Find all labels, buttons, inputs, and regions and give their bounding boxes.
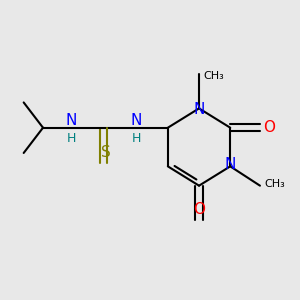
- Text: S: S: [100, 146, 110, 160]
- Text: O: O: [263, 120, 275, 135]
- Text: H: H: [132, 132, 141, 145]
- Text: N: N: [194, 102, 205, 117]
- Text: CH₃: CH₃: [264, 179, 285, 189]
- Text: CH₃: CH₃: [203, 71, 224, 81]
- Text: N: N: [65, 113, 77, 128]
- Text: O: O: [193, 202, 205, 217]
- Text: H: H: [67, 132, 76, 145]
- Text: N: N: [225, 158, 236, 172]
- Text: N: N: [131, 113, 142, 128]
